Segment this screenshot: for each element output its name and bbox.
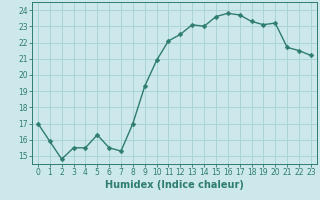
X-axis label: Humidex (Indice chaleur): Humidex (Indice chaleur) — [105, 180, 244, 190]
